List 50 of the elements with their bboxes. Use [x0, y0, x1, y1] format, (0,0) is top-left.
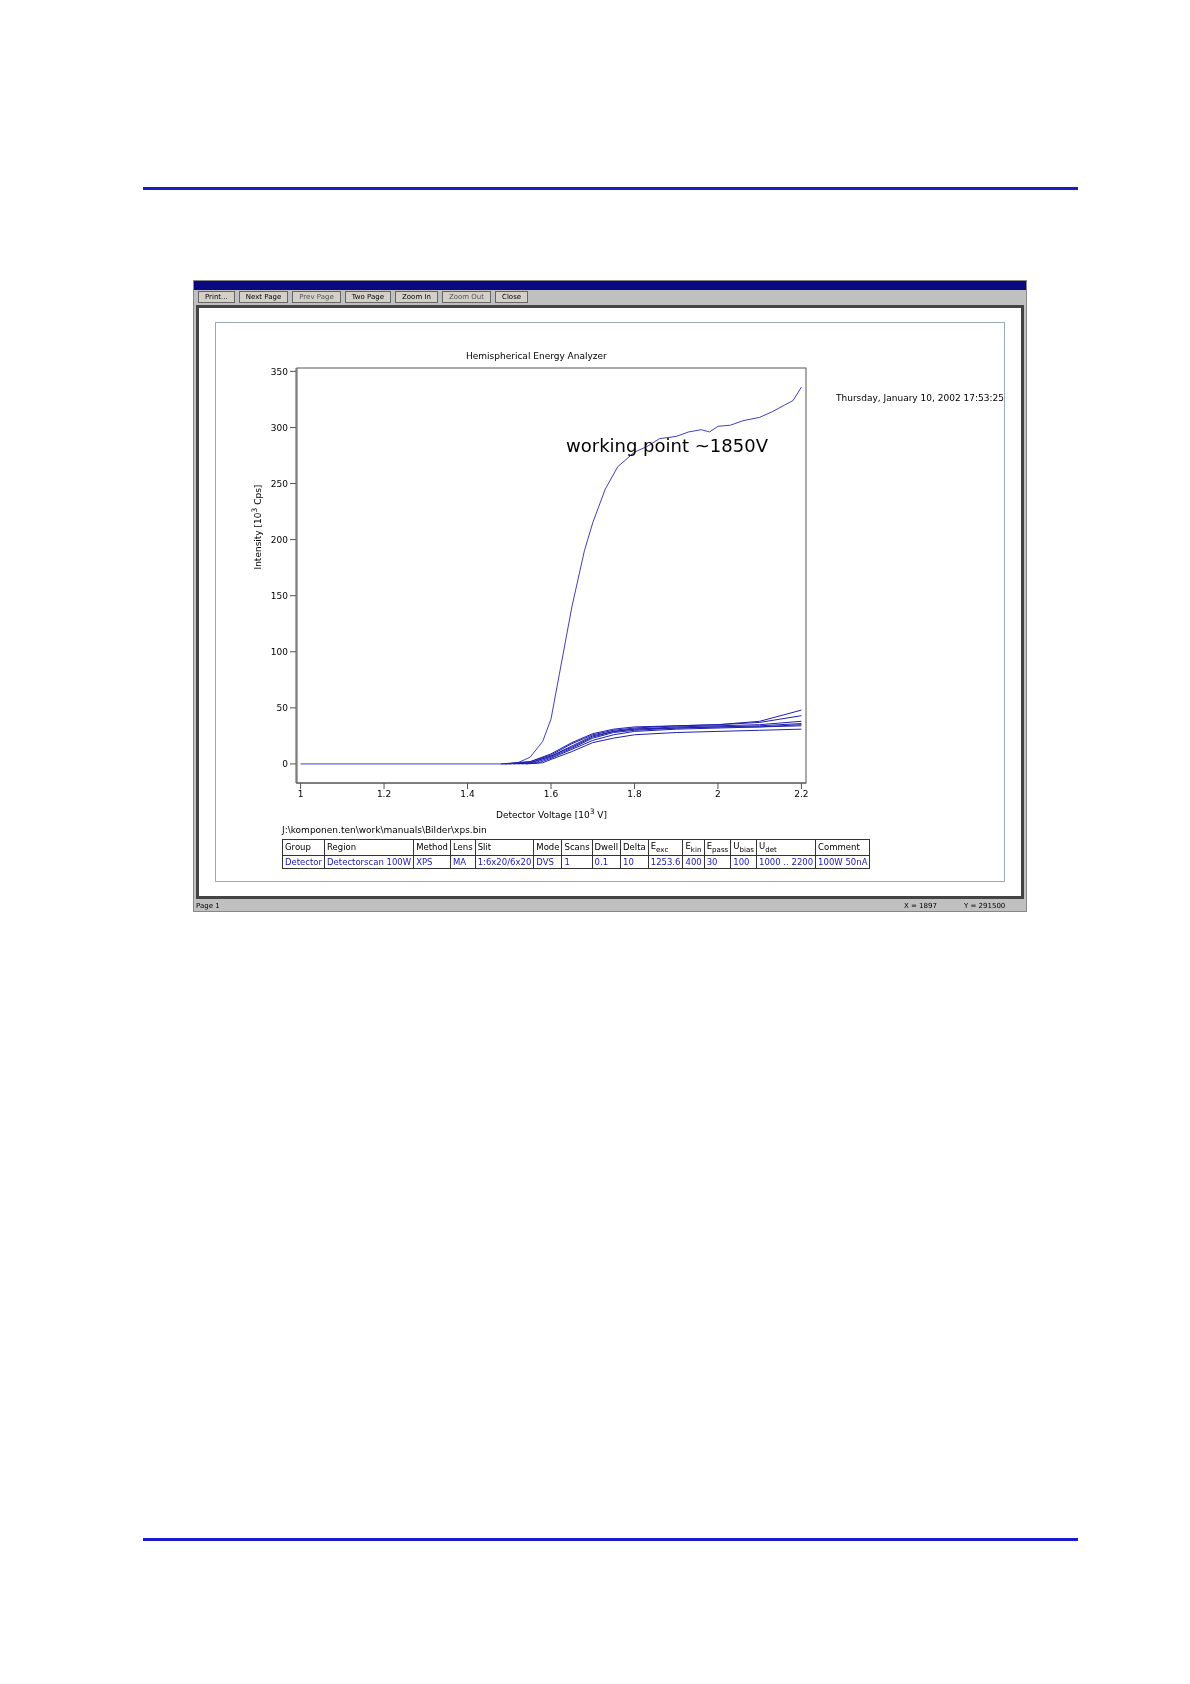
text: 0.1 [592, 855, 621, 869]
text: DVS [533, 855, 562, 869]
y-tick-label: 100 [270, 646, 289, 657]
text: 400 [682, 855, 705, 869]
text: Detectorscan 100W [324, 855, 414, 869]
text: Mode [533, 839, 562, 856]
text: 1:6x20/6x20 [475, 855, 534, 869]
x-tick-label: 2 [715, 789, 721, 800]
text: Detector [282, 855, 325, 869]
text: Scans [561, 839, 593, 856]
text: U$_{bias}$ [730, 839, 757, 856]
text: Lens [450, 839, 476, 856]
text: Region [324, 839, 414, 856]
text: 100W 50nA [815, 855, 870, 869]
text: Delta [620, 839, 649, 856]
chart-title: Hemispherical Energy Analyzer [466, 351, 607, 361]
text: XPS [413, 855, 451, 869]
x-tick-label: 1.6 [543, 789, 559, 800]
y-tick-label: 150 [270, 590, 289, 601]
x-tick-label: 1.2 [376, 789, 392, 800]
y-tick-label: 50 [276, 703, 289, 714]
text: 1000 .. 2200 [756, 855, 816, 869]
text: Dwell [592, 839, 621, 856]
text: 100 [730, 855, 757, 869]
text: MA [450, 855, 476, 869]
y-tick-label: 350 [270, 366, 289, 377]
text: J:\komponen.ten\work\manuals\Bilder\xps.bin [282, 825, 487, 835]
text: E$_{pass}$ [704, 839, 731, 856]
text: 10 [620, 855, 649, 869]
annotation: working point ~1850V [566, 435, 768, 456]
text: Comment [815, 839, 870, 856]
x-axis-title: Detector Voltage [10$^{3}$ V] [496, 807, 607, 820]
text: E$_{exc}$ [648, 839, 683, 856]
text: U$_{det}$ [756, 839, 816, 856]
y-tick-label: 200 [270, 534, 289, 545]
text: 1 [561, 855, 593, 869]
text: 1253.6 [648, 855, 683, 869]
text: E$_{kin}$ [682, 839, 705, 856]
text: Thursday, January 10, 2002 17:53:25 [836, 393, 1004, 403]
x-tick-label: 1.8 [627, 789, 642, 800]
y-tick-label: 0 [282, 759, 289, 770]
x-tick-label: 2.2 [794, 789, 809, 800]
x-tick-label: 1.4 [460, 789, 475, 800]
text: Group [282, 839, 325, 856]
x-tick-label: 1 [297, 789, 304, 800]
text: Slit [475, 839, 534, 856]
text: 30 [704, 855, 731, 869]
y-tick-label: 300 [270, 422, 289, 433]
y-tick-label: 250 [270, 478, 289, 489]
text: Method [413, 839, 451, 856]
